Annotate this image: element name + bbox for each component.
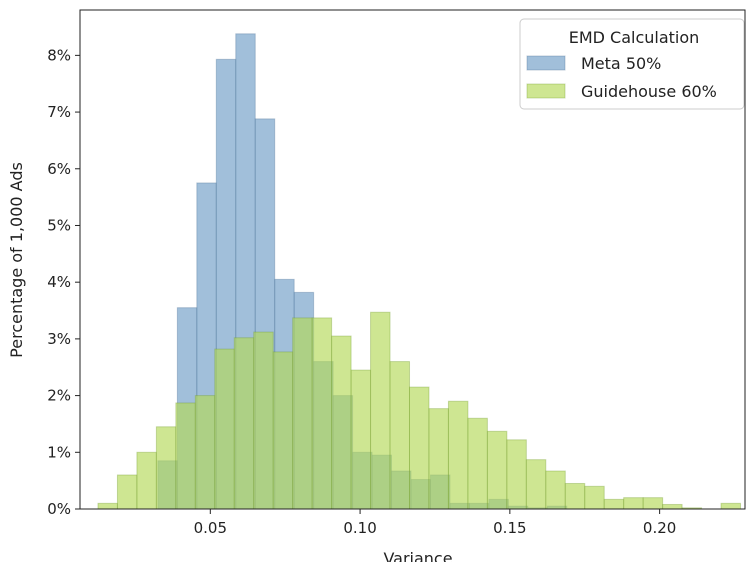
histogram-bar: [253, 331, 274, 510]
histogram-bar: [642, 497, 664, 510]
histogram-bar: [175, 402, 196, 510]
y-axis-label: Percentage of 1,000 Ads: [7, 162, 26, 358]
y-tick-label: 8%: [47, 46, 71, 64]
y-tick-label: 0%: [47, 500, 71, 518]
legend-label-meta: Meta 50%: [581, 54, 661, 73]
histogram-bar: [331, 335, 352, 510]
histogram-bar: [409, 386, 430, 510]
y-tick-label: 5%: [47, 216, 71, 234]
histogram-bar: [272, 351, 294, 510]
histogram-bar: [467, 417, 488, 510]
histogram-bar: [155, 426, 177, 510]
histogram-bar: [292, 317, 313, 510]
plot-area: [97, 33, 742, 510]
histogram-bar: [233, 337, 255, 510]
axes-frame: [79, 9, 746, 510]
y-tick-label: 6%: [47, 160, 71, 178]
histogram-bar: [720, 502, 742, 510]
y-tick-label: 2%: [47, 387, 71, 405]
x-tick-label: 0.10: [343, 519, 376, 537]
legend-swatch-guidehouse: [526, 83, 566, 99]
histogram-bar: [136, 451, 157, 510]
histogram-bar: [525, 459, 547, 510]
y-axis: 0% 1% 2% 3% 4% 5% 6% 7% 8%: [47, 46, 80, 518]
histogram-bar: [506, 439, 527, 510]
legend-swatch-meta: [526, 55, 566, 71]
y-tick-label: 4%: [47, 273, 71, 291]
histogram-bar: [428, 408, 449, 510]
legend-label-guidehouse: Guidehouse 60%: [581, 82, 717, 101]
histogram-bar: [350, 369, 372, 510]
histogram-bar: [447, 400, 469, 510]
histogram-bar: [584, 485, 605, 510]
histogram-bar: [370, 311, 391, 510]
histogram-bar: [662, 503, 683, 510]
x-axis-label: Variance: [383, 549, 452, 562]
x-tick-label: 0.20: [643, 519, 676, 537]
histogram-bar: [564, 482, 586, 510]
histogram-bar: [116, 474, 138, 510]
histogram-bar: [194, 395, 216, 510]
histogram-bar: [603, 498, 625, 510]
x-tick-label: 0.15: [493, 519, 526, 537]
legend-title: EMD Calculation: [569, 28, 700, 47]
histogram-bar: [97, 502, 118, 510]
legend-box: [519, 18, 745, 110]
y-tick-label: 3%: [47, 330, 71, 348]
histogram-bar: [486, 430, 508, 510]
histogram-bar: [545, 470, 566, 510]
legend: EMD Calculation Meta 50% Guidehouse 60%: [519, 18, 745, 110]
histogram-bar: [214, 348, 235, 510]
histogram-bar: [623, 497, 644, 510]
histogram-bar: [311, 317, 333, 510]
y-tick-label: 1%: [47, 443, 71, 461]
x-axis: 0.05 0.10 0.15 0.20: [194, 509, 676, 537]
y-tick-label: 7%: [47, 103, 71, 121]
x-tick-label: 0.05: [194, 519, 227, 537]
histogram-bar: [389, 361, 411, 510]
